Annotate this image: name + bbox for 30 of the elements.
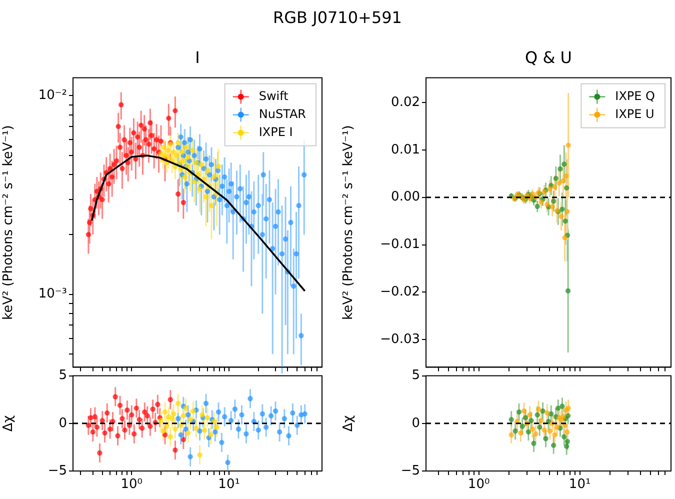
y-tick-label: 0 <box>412 416 420 431</box>
chart-title: Q & U <box>524 48 573 67</box>
legend-label: NuSTAR <box>258 106 306 121</box>
legend-label: IXPE I <box>258 124 293 139</box>
x-tick-label: 10¹ <box>568 477 591 492</box>
legend-label: Swift <box>258 88 289 103</box>
y-tick-label: 0.02 <box>391 94 420 110</box>
x-tick-label: 10¹ <box>218 477 240 492</box>
y-axis-title: keV² (Photons cm⁻² s⁻¹ keV⁻¹) <box>341 125 356 320</box>
legend-label: IXPE Q <box>615 88 656 103</box>
y-axis-title: Δχ <box>341 414 356 432</box>
x-tick-label: 10⁰ <box>120 477 143 492</box>
y-tick-label: 0.00 <box>391 190 420 205</box>
y-tick-label: 0 <box>58 416 67 431</box>
y-tick-label: 10⁻² <box>38 88 67 104</box>
y-tick-label: 5 <box>412 368 420 384</box>
y-tick-label: −5 <box>400 463 420 478</box>
y-tick-label: 0.01 <box>391 142 420 158</box>
y-axis-title: keV² (Photons cm⁻² s⁻¹ keV⁻¹) <box>1 125 16 320</box>
y-tick-label: −5 <box>48 463 67 478</box>
y-tick-label: 10⁻³ <box>38 286 67 302</box>
text: RGB J0710+591 <box>272 8 403 27</box>
x-tick-label: 10⁰ <box>468 477 490 492</box>
y-tick-label: −0.03 <box>380 332 420 348</box>
y-tick-label: 5 <box>58 368 67 384</box>
legend-label: IXPE U <box>615 106 654 121</box>
chart-title: I <box>194 48 201 67</box>
y-tick-label: −0.02 <box>380 284 420 300</box>
y-axis-title: Δχ <box>1 414 16 432</box>
y-tick-label: −0.01 <box>380 237 420 252</box>
